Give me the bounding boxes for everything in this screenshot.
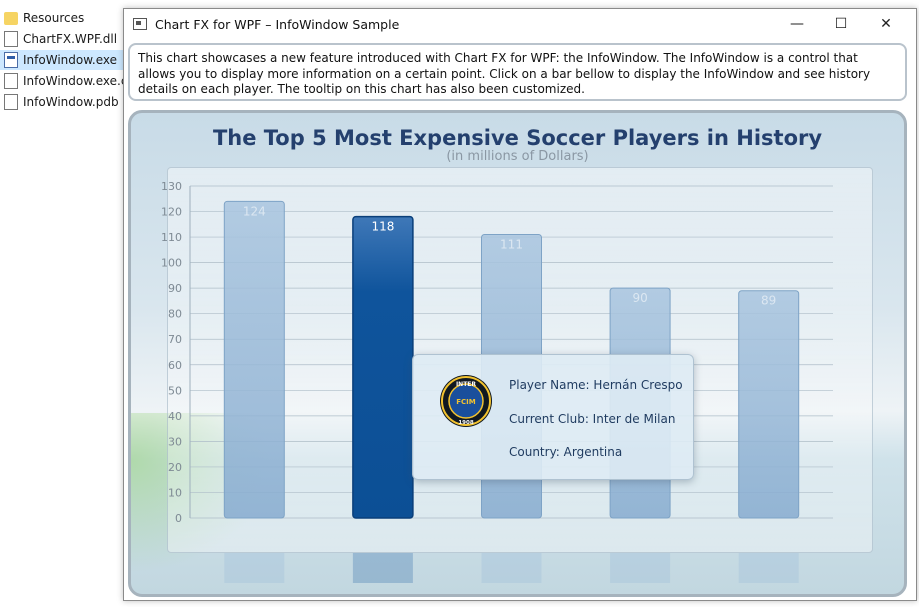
y-tick-label: 0 [175,512,182,525]
inter-milan-logo: INTER FCIM 1908 [440,375,492,427]
y-tick-label: 130 [161,180,182,193]
file-item-dll[interactable]: ChartFX.WPF.dll [4,29,117,49]
svg-text:INTER: INTER [456,381,476,388]
bar-value-label: 90 [632,291,647,305]
y-tick-label: 50 [168,384,182,397]
exe-file-icon [4,52,18,68]
bar-reflection [610,553,671,583]
minimize-button[interactable]: — [790,16,804,32]
dll-file-icon [4,31,18,47]
file-label: InfoWindow.pdb [23,95,119,109]
description-box: This chart showcases a new feature intro… [128,43,907,101]
file-label: Resources [23,11,85,25]
y-tick-label: 110 [161,231,182,244]
svg-text:1908: 1908 [458,420,473,426]
bar-value-label: 111 [500,238,523,252]
maximize-button[interactable]: ☐ [834,16,848,32]
country-text: Country: Argentina [509,445,623,459]
window-title: Chart FX for WPF – InfoWindow Sample [155,16,400,32]
app-icon [133,18,147,30]
chart-subtitle: (in millions of Dollars) [446,149,589,164]
bar-value-label: 118 [371,220,394,234]
bar-reflection [481,553,542,583]
chart-frame: The Top 5 Most Expensive Soccer Players … [128,110,907,597]
y-tick-label: 40 [168,410,182,423]
y-tick-label: 100 [161,257,182,270]
bar-reflection [738,553,799,583]
svg-text:FCIM: FCIM [456,398,476,406]
y-tick-label: 80 [168,308,182,321]
file-item-exe[interactable]: InfoWindow.exe [0,50,123,70]
bar-value-label: 89 [761,294,776,308]
bar-reflection [224,553,285,583]
folder-icon [4,12,18,25]
y-tick-label: 20 [168,461,182,474]
file-label: InfoWindow.exe.c [23,74,128,88]
file-explorer-panel: Resources ChartFX.WPF.dll InfoWindow.exe… [0,0,127,607]
file-item-pdb[interactable]: InfoWindow.pdb [4,92,119,112]
y-tick-label: 90 [168,282,182,295]
chart-title: The Top 5 Most Expensive Soccer Players … [212,126,823,150]
app-window: Chart FX for WPF – InfoWindow Sample — ☐… [123,8,917,601]
bar-chart: 0 10 20 30 40 50 60 70 80 90 100 110 120 130 124 118 111… [161,180,833,583]
y-tick-label: 70 [168,333,182,346]
player-name-text: Player Name: Hernán Crespo [509,378,683,392]
bar-reflection [352,553,413,583]
y-tick-label: 10 [168,486,182,499]
pdb-file-icon [4,94,18,110]
title-bar[interactable]: Chart FX for WPF – InfoWindow Sample — ☐… [124,9,916,39]
current-club-text: Current Club: Inter de Milan [509,412,676,426]
close-button[interactable]: ✕ [880,16,892,32]
file-label: ChartFX.WPF.dll [23,32,118,46]
y-tick-label: 60 [168,359,182,372]
file-item-resources[interactable]: Resources [4,8,84,28]
bar [352,215,414,519]
bar [738,290,800,519]
file-label: InfoWindow.exe [23,53,118,67]
bar-value-label: 124 [243,204,266,218]
info-window[interactable]: INTER FCIM 1908 Player Name: Hernán Cres… [412,354,694,480]
bar [223,200,285,519]
config-file-icon [4,73,18,89]
y-tick-label: 30 [168,435,182,448]
y-tick-label: 120 [161,206,182,219]
file-item-config[interactable]: InfoWindow.exe.c [4,71,127,91]
